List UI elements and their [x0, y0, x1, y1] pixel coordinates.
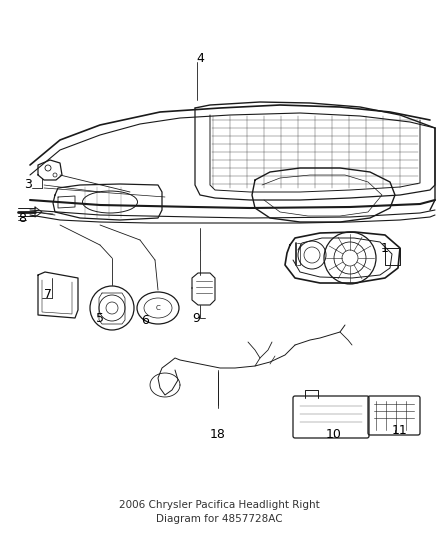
Text: 8: 8 — [18, 212, 26, 224]
Text: 4: 4 — [196, 52, 204, 64]
Text: 6: 6 — [141, 313, 149, 327]
Text: 9: 9 — [192, 311, 200, 325]
Text: 10: 10 — [326, 429, 342, 441]
Text: 5: 5 — [96, 311, 104, 325]
Text: 7: 7 — [44, 288, 52, 302]
Text: 11: 11 — [392, 424, 408, 437]
Text: C: C — [155, 305, 160, 311]
Text: Diagram for 4857728AC: Diagram for 4857728AC — [155, 514, 283, 524]
Text: 3: 3 — [24, 179, 32, 191]
Text: 1: 1 — [381, 241, 389, 254]
Text: 18: 18 — [210, 429, 226, 441]
Text: 2006 Chrysler Pacifica Headlight Right: 2006 Chrysler Pacifica Headlight Right — [119, 500, 319, 510]
